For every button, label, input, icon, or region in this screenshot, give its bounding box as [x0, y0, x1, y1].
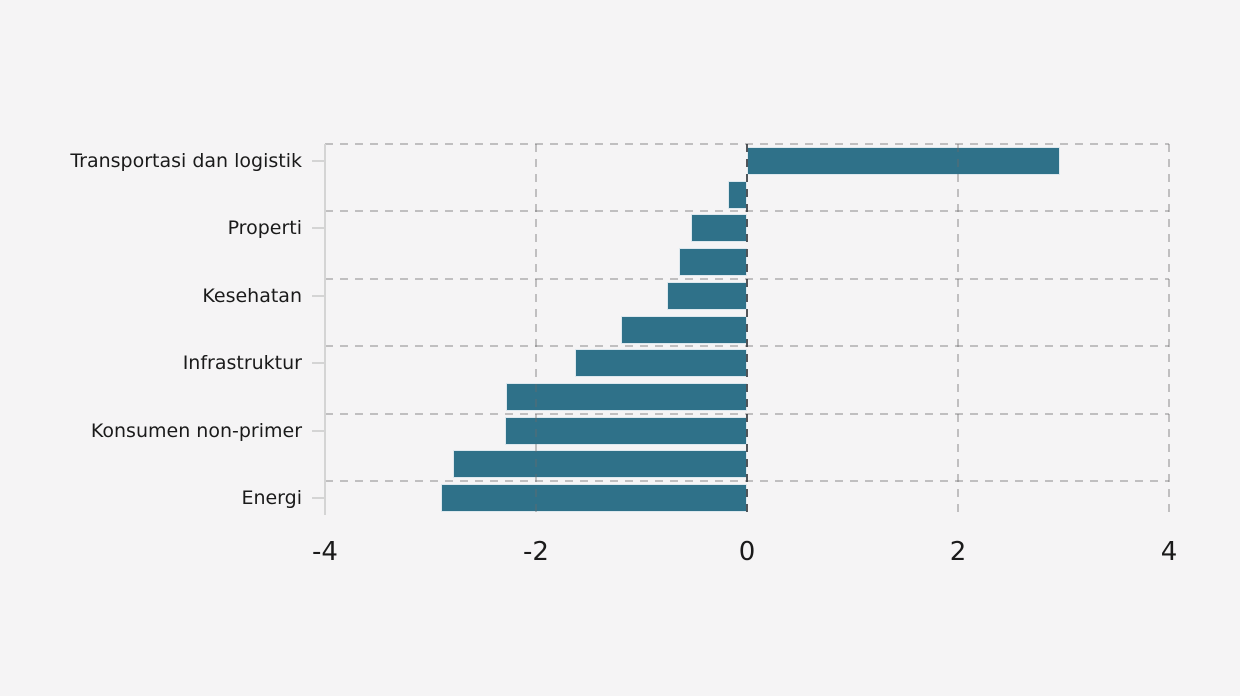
gridline-vertical	[535, 144, 537, 515]
bar	[575, 349, 747, 378]
bar	[452, 450, 747, 479]
y-tick	[312, 294, 324, 297]
y-tick-label: Kesehatan	[202, 284, 302, 307]
gridline-vertical	[1168, 144, 1170, 515]
x-tick-label: 2	[949, 537, 967, 567]
plot-area	[312, 143, 1170, 515]
y-tick	[312, 429, 324, 432]
y-tick-label: Transportasi dan logistik	[70, 149, 302, 172]
y-tick-label: Infrastruktur	[182, 352, 302, 375]
bar	[621, 315, 747, 344]
bar	[679, 248, 747, 277]
x-tick-label: -2	[523, 537, 549, 567]
bar	[691, 214, 747, 243]
y-tick	[312, 497, 324, 500]
x-tick-label: -4	[312, 537, 338, 567]
zero-line	[746, 144, 748, 515]
gridline-vertical	[957, 144, 959, 515]
bar	[747, 146, 1061, 175]
bar	[441, 484, 747, 513]
y-tick-label: Energi	[241, 487, 302, 510]
bar	[506, 382, 747, 411]
bar	[666, 281, 747, 310]
y-tick-label: Konsumen non-primer	[90, 419, 302, 442]
y-tick	[312, 227, 324, 230]
x-tick-label: 4	[1160, 537, 1178, 567]
bar	[728, 180, 747, 209]
y-axis-spine	[324, 144, 326, 515]
y-tick	[312, 159, 324, 162]
bar	[505, 416, 747, 445]
x-tick-label: 0	[738, 537, 756, 567]
y-tick	[312, 362, 324, 365]
y-tick-label: Properti	[227, 217, 302, 240]
